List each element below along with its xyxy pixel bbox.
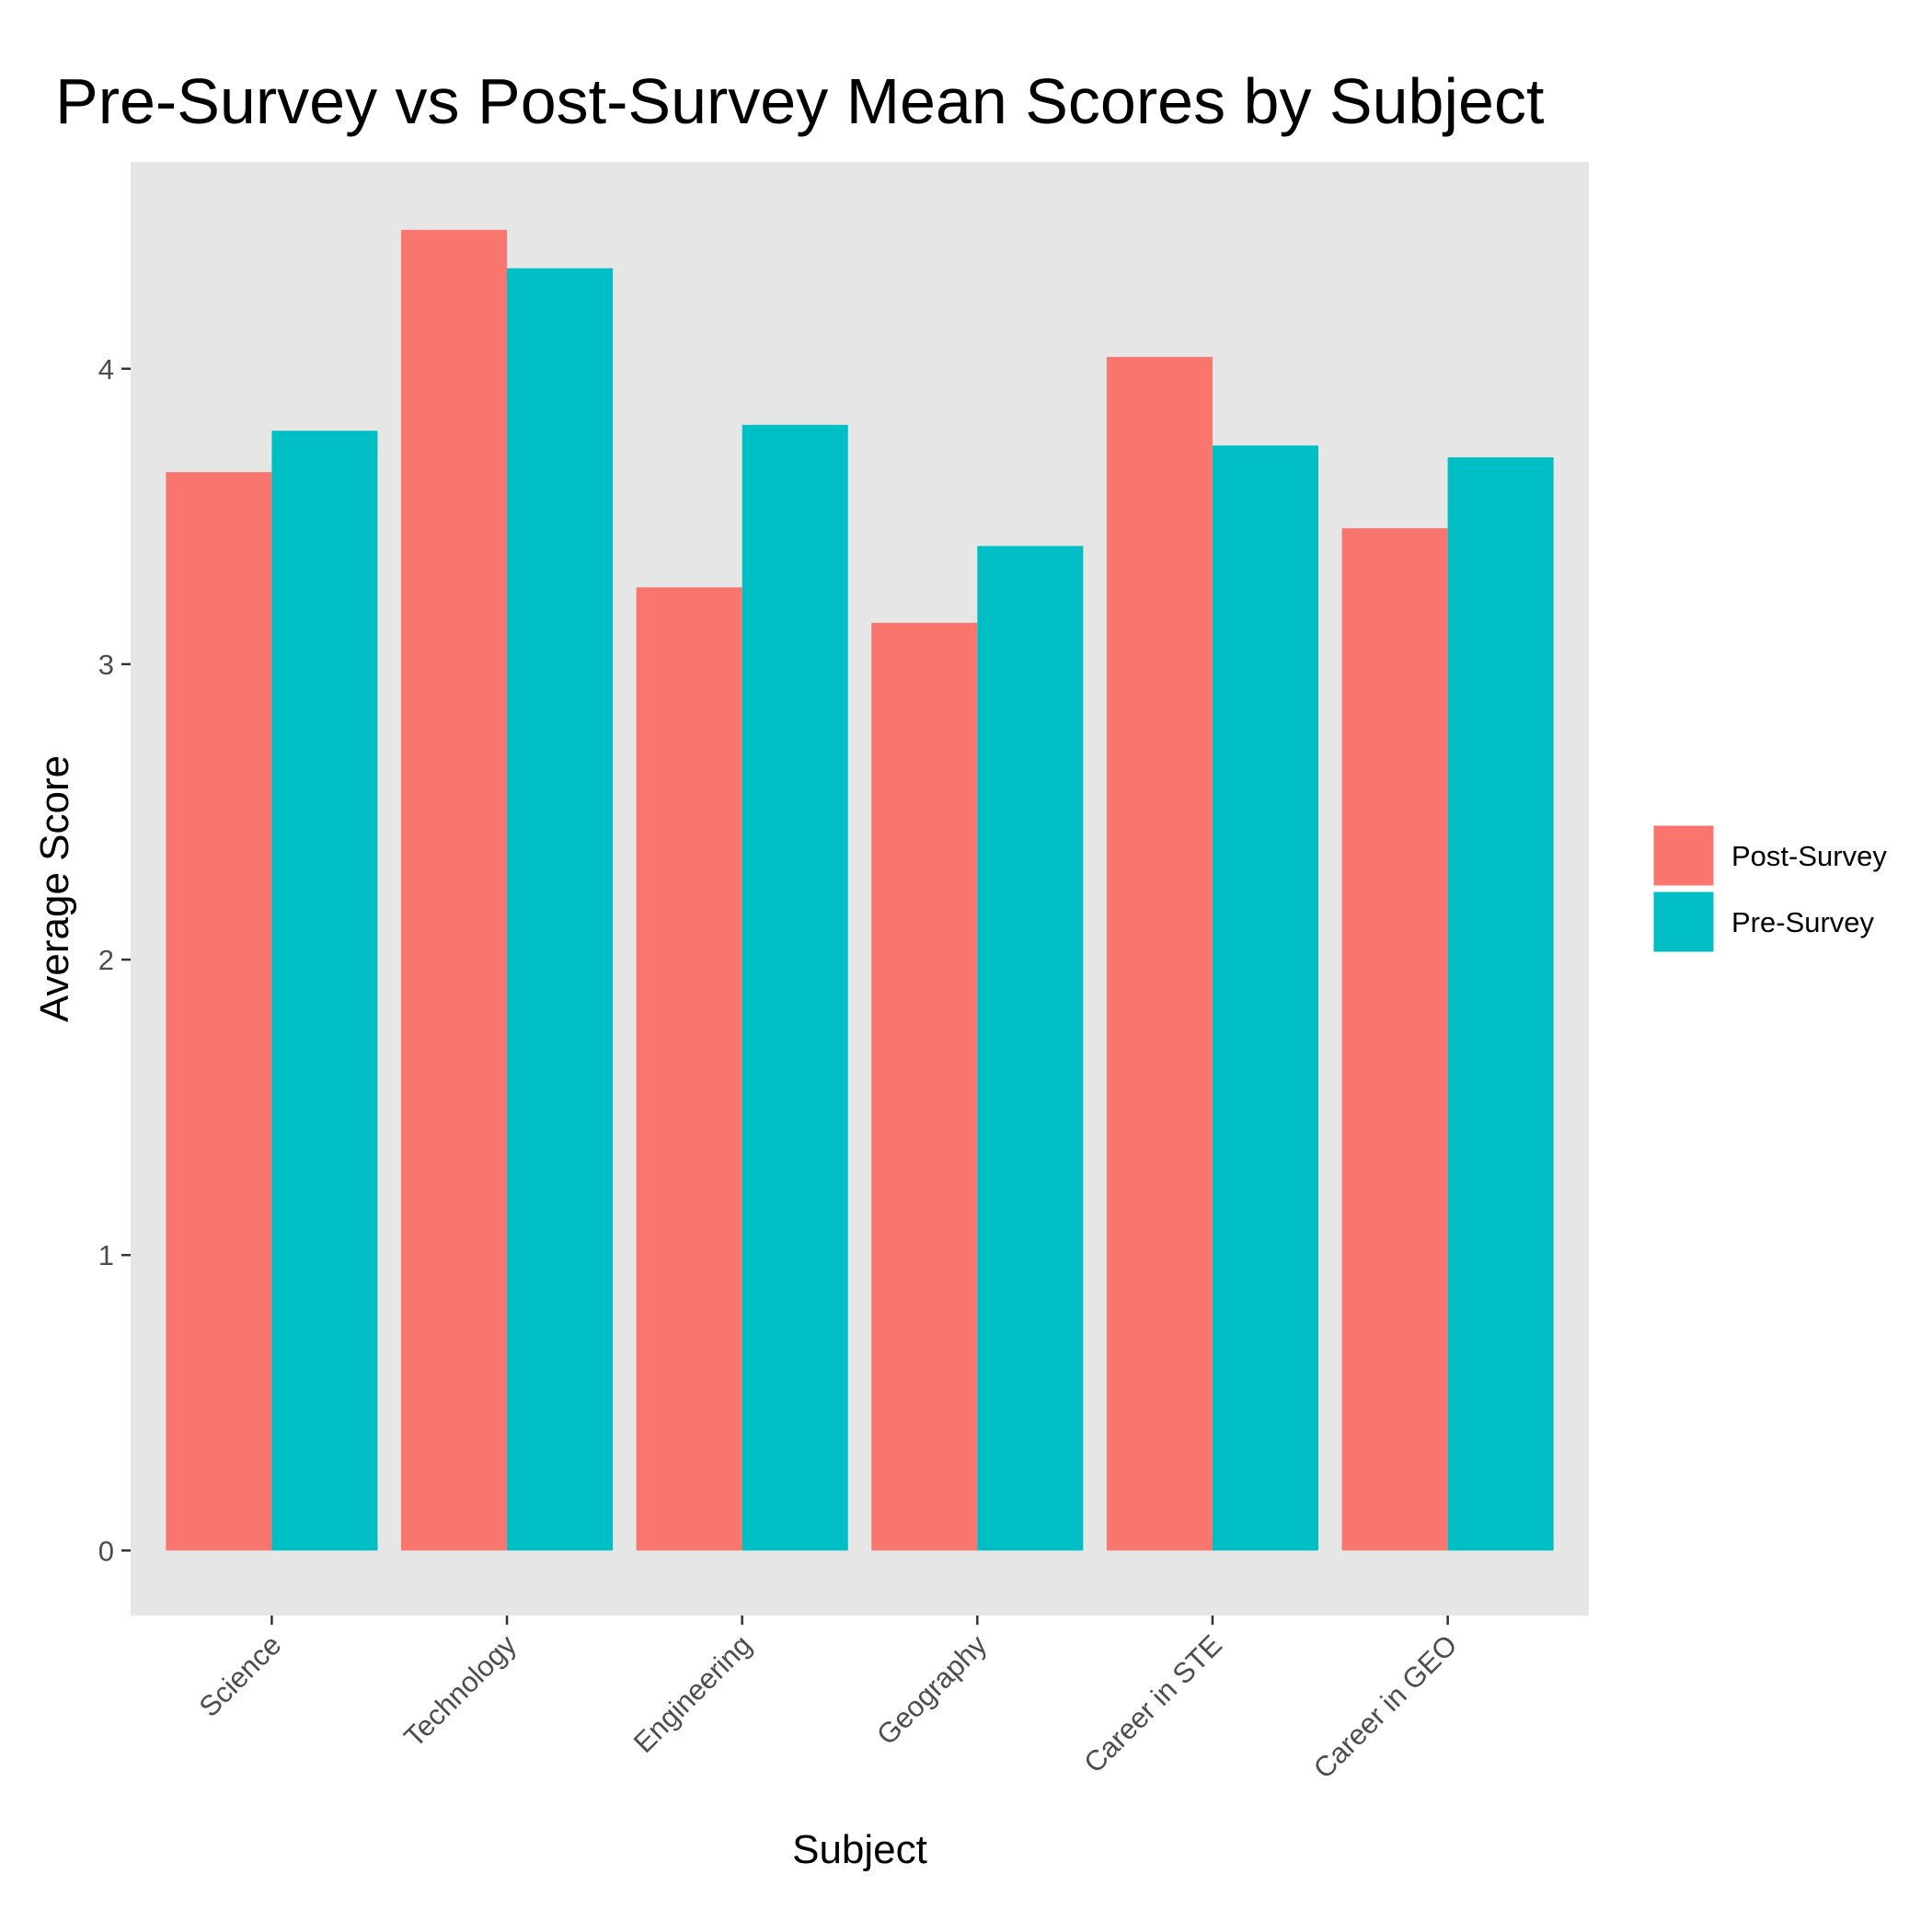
y-axis-title: Average Score xyxy=(32,755,77,1022)
bar-post-survey-engineering xyxy=(636,587,742,1551)
bar-pre-survey-career-in-geo xyxy=(1447,457,1554,1551)
x-tick-label-technology: Technology xyxy=(397,1628,523,1754)
bars-layer xyxy=(166,229,1554,1551)
bar-pre-survey-technology xyxy=(507,268,614,1551)
bar-post-survey-career-in-ste xyxy=(1106,356,1213,1551)
x-tick-label-science: Science xyxy=(193,1628,288,1723)
bar-post-survey-technology xyxy=(400,229,508,1551)
y-tick-label: 3 xyxy=(98,649,114,681)
x-axis: Science Technology Engineering Geography Car… xyxy=(193,1616,1464,1785)
legend: Post-Survey Pre-Survey xyxy=(1650,822,1887,955)
x-tick-label-career-in-ste: Career in STE xyxy=(1077,1628,1228,1779)
y-tick-label: 0 xyxy=(98,1535,114,1567)
y-axis: 0 1 2 3 4 xyxy=(98,353,131,1567)
y-tick-label: 1 xyxy=(98,1239,114,1271)
bar-pre-survey-science xyxy=(271,431,378,1551)
x-tick-label-geography: Geography xyxy=(870,1628,994,1752)
legend-key-pre-survey xyxy=(1650,889,1717,955)
bar-pre-survey-career-in-ste xyxy=(1212,445,1319,1551)
x-tick-label-engineering: Engineering xyxy=(627,1628,758,1759)
legend-key-post-survey xyxy=(1650,822,1717,889)
legend-label-post-survey: Post-Survey xyxy=(1731,840,1887,872)
x-axis-title: Subject xyxy=(792,1827,927,1872)
bar-pre-survey-geography xyxy=(977,546,1084,1551)
x-tick-label-career-in-geo: Career in GEO xyxy=(1307,1628,1464,1785)
bar-post-survey-science xyxy=(166,472,272,1551)
y-tick-label: 2 xyxy=(98,944,114,976)
chart-title: Pre-Survey vs Post-Survey Mean Scores by… xyxy=(55,65,1544,137)
bar-pre-survey-engineering xyxy=(742,424,848,1551)
bar-post-survey-career-in-geo xyxy=(1341,528,1448,1551)
legend-label-pre-survey: Pre-Survey xyxy=(1731,906,1875,938)
bar-post-survey-geography xyxy=(871,622,978,1551)
y-tick-label: 4 xyxy=(98,353,114,385)
